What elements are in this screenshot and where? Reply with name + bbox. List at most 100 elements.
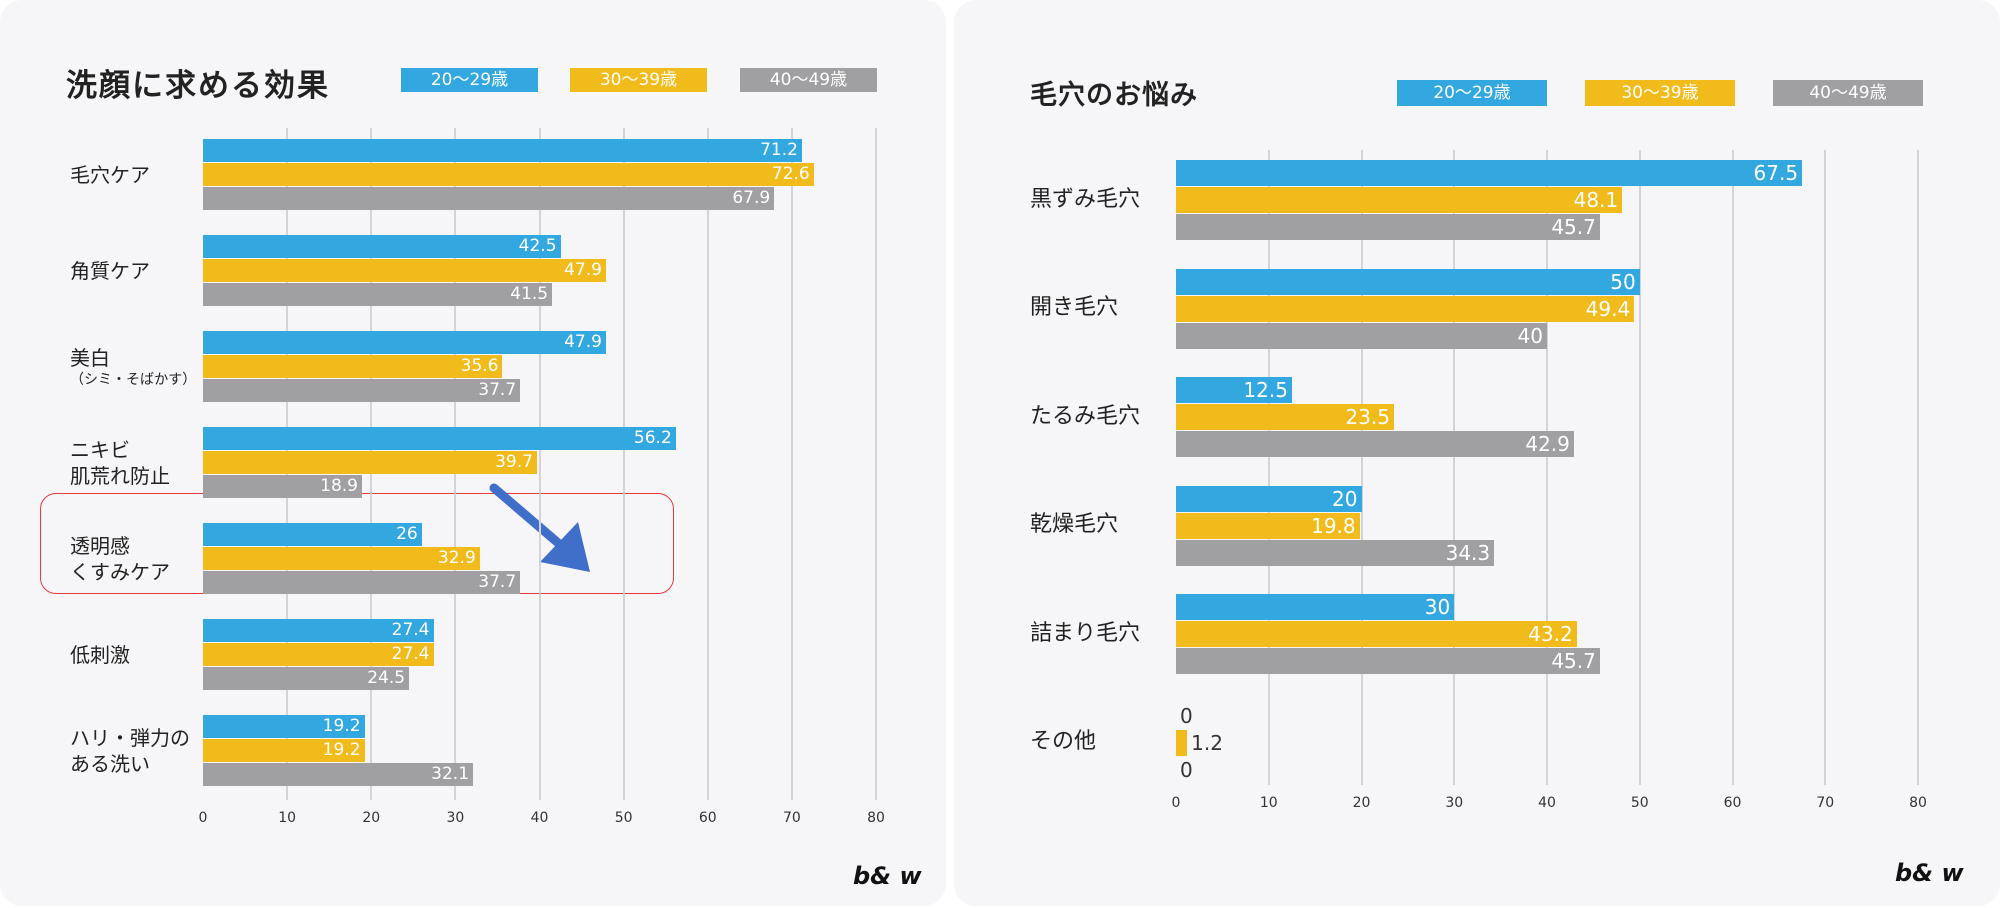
category-label-line: くすみケア	[70, 559, 170, 584]
category-label: 乾燥毛穴	[1030, 511, 1118, 540]
x-tick-label: 30	[1445, 795, 1464, 811]
bar-value-label: 37.7	[478, 572, 517, 592]
bar-value-label: 71.2	[760, 140, 798, 160]
bar-value-label: 32.1	[431, 764, 470, 784]
bar-value-label: 50	[1610, 269, 1636, 294]
bar-value-label: 42.9	[1525, 432, 1570, 456]
category-label-line: 乾燥毛穴	[1030, 512, 1119, 537]
bar-value-label: 35.6	[460, 356, 499, 376]
category-label-line: 黒ずみ毛穴	[1030, 186, 1141, 212]
category-label-line: 角質ケア	[70, 258, 150, 283]
category-label: 低刺激	[70, 642, 130, 668]
gridline	[1824, 150, 1827, 785]
bar-value-label: 42.5	[518, 236, 557, 256]
bar-value-label: 56.2	[633, 428, 672, 448]
x-tick-label: 50	[614, 810, 633, 826]
bar-value-label: 32.9	[437, 548, 476, 568]
bar	[203, 571, 521, 594]
bar	[1176, 512, 1360, 539]
bar-value-label: 67.9	[732, 188, 771, 208]
gridline	[622, 128, 625, 800]
bar	[203, 283, 553, 306]
x-tick-label: 70	[1816, 795, 1835, 811]
bar	[1176, 485, 1362, 512]
x-tick-label: 20	[1352, 795, 1371, 811]
bar	[203, 619, 434, 642]
bar-value-label: 48.1	[1573, 188, 1619, 212]
bar-value-label: 45.7	[1551, 649, 1596, 673]
category-label-line: 美白	[70, 345, 110, 370]
category-label: ハリ・弾力の ある洗い	[70, 725, 190, 777]
bar-value-label: 43.2	[1528, 622, 1573, 646]
x-tick-label: 60	[698, 810, 717, 826]
category-label-line: ニキビ	[70, 437, 130, 462]
bar	[1176, 621, 1577, 647]
category-label: 黒ずみ毛穴	[1030, 186, 1140, 215]
x-tick-label: 80	[867, 810, 885, 826]
bar-value-label: 27.4	[391, 644, 430, 664]
gridline	[875, 128, 877, 800]
bar-value-label: 26	[396, 524, 418, 544]
bar	[203, 355, 503, 378]
bar-value-label: 19.8	[1311, 513, 1356, 538]
bar-value-label: 34.3	[1445, 540, 1491, 565]
bar	[1176, 539, 1495, 566]
legend-item: 30〜39歳	[570, 68, 707, 92]
bar-value-label: 20	[1332, 486, 1358, 511]
bar-value-label: 47.9	[564, 260, 602, 280]
x-tick-label: 0	[1171, 795, 1181, 811]
bar	[1176, 187, 1623, 213]
x-tick-label: 50	[1630, 795, 1649, 811]
chart-title: 洗顔に求める効果	[66, 68, 330, 104]
legend-item: 40〜49歳	[740, 68, 877, 92]
x-tick-label: 80	[1909, 795, 1927, 811]
bar	[203, 475, 362, 498]
brand-logo: b& w	[1895, 859, 1964, 887]
bar-value-label: 39.7	[495, 452, 533, 472]
category-label-line: 開き毛穴	[1030, 295, 1119, 320]
bar	[203, 763, 474, 786]
category-label-line: 毛穴ケア	[70, 162, 150, 187]
bar	[1176, 295, 1635, 322]
gridline	[1917, 150, 1919, 785]
x-tick-label: 40	[530, 810, 549, 826]
bar-value-label: 30	[1424, 595, 1451, 619]
category-label: ニキビ 肌荒れ防止	[70, 437, 170, 489]
x-tick-label: 10	[278, 810, 297, 826]
gridline	[1638, 150, 1641, 785]
bar-value-label: 24.5	[367, 668, 406, 688]
legend-item: 30〜39歳	[1585, 80, 1735, 106]
bar	[1176, 322, 1547, 349]
bar-value-label: 47.9	[564, 332, 602, 352]
legend-item: 40〜49歳	[1773, 80, 1923, 106]
bar	[203, 643, 434, 666]
gridline	[790, 128, 793, 800]
bar	[203, 379, 521, 402]
bar-value-label: 40	[1517, 323, 1543, 348]
left-chart-panel: 洗顔に求める効果 b& w 0 10 20 30 40 50 60 70 80 20〜29歳 30〜…	[0, 0, 946, 906]
category-label: 開き毛穴	[1030, 294, 1118, 323]
bar	[1176, 160, 1803, 186]
x-tick-label: 40	[1538, 795, 1556, 811]
bar-value-label: 67.5	[1753, 161, 1799, 185]
bar	[203, 235, 561, 258]
x-tick-label: 20	[362, 810, 381, 826]
x-tick-label: 60	[1723, 795, 1742, 811]
category-label-line: たるみ毛穴	[1030, 403, 1141, 429]
bar	[203, 163, 814, 186]
x-tick-label: 30	[446, 810, 465, 826]
category-label-line: その他	[1030, 729, 1097, 754]
bar-value-label: 27.4	[391, 620, 430, 640]
gridline	[1360, 150, 1363, 785]
brand-logo: b& w	[853, 862, 922, 890]
bar-value-label: 72.6	[771, 164, 810, 184]
category-label: 透明感 くすみケア	[70, 533, 170, 585]
gridline	[1731, 150, 1734, 785]
bar	[203, 523, 422, 546]
bar	[203, 259, 606, 282]
bar-value-label: 23.5	[1345, 405, 1390, 429]
bar-value-label: 0	[1180, 757, 1193, 782]
category-sublabel: （シミ・そばかす）	[70, 371, 197, 388]
category-label-line: 詰まり毛穴	[1030, 620, 1141, 646]
bar-value-label: 41.5	[510, 284, 549, 304]
